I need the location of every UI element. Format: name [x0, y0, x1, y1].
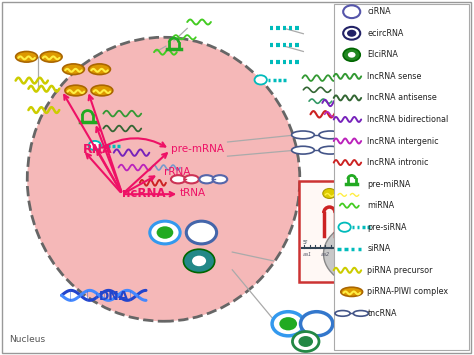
Circle shape	[343, 27, 360, 40]
Text: Cytoplasm: Cytoplasm	[393, 335, 441, 344]
Text: 5': 5'	[302, 240, 308, 245]
Text: lncRNA intronic: lncRNA intronic	[367, 158, 429, 167]
Ellipse shape	[319, 131, 342, 139]
Circle shape	[150, 221, 180, 244]
Ellipse shape	[40, 51, 62, 62]
Ellipse shape	[292, 146, 314, 154]
Text: lncRNA sense: lncRNA sense	[367, 72, 422, 81]
Ellipse shape	[184, 175, 199, 184]
Text: aa5: aa5	[374, 252, 384, 257]
Text: pre-siRNA: pre-siRNA	[367, 223, 407, 232]
Circle shape	[186, 221, 217, 244]
Circle shape	[292, 332, 319, 351]
Text: DNA: DNA	[99, 290, 129, 303]
Text: siRNA: siRNA	[367, 244, 391, 253]
Circle shape	[323, 189, 336, 198]
Circle shape	[338, 223, 351, 232]
Text: aa4: aa4	[356, 252, 366, 257]
Circle shape	[279, 317, 297, 331]
Text: piRNA-PIWI complex: piRNA-PIWI complex	[367, 287, 448, 296]
Ellipse shape	[89, 64, 110, 75]
Ellipse shape	[171, 175, 185, 184]
Ellipse shape	[341, 287, 363, 296]
Text: lncRNA intergenic: lncRNA intergenic	[367, 137, 439, 146]
Circle shape	[343, 48, 360, 61]
Ellipse shape	[323, 221, 411, 287]
Circle shape	[272, 312, 304, 336]
Text: piRNA precursor: piRNA precursor	[367, 266, 433, 275]
Circle shape	[336, 189, 349, 198]
Circle shape	[89, 141, 101, 150]
Circle shape	[156, 226, 173, 239]
Text: aa2: aa2	[320, 252, 330, 257]
Text: EIciRNA: EIciRNA	[367, 50, 398, 59]
Text: ncRNA: ncRNA	[122, 187, 166, 200]
Text: tncRNA: tncRNA	[367, 309, 397, 318]
Ellipse shape	[292, 131, 314, 139]
Text: miRNA: miRNA	[367, 201, 394, 210]
Ellipse shape	[27, 37, 300, 321]
Text: pre-mRNA: pre-mRNA	[171, 144, 224, 154]
Bar	[299, 181, 421, 282]
Bar	[334, 4, 469, 350]
Ellipse shape	[213, 175, 227, 184]
Text: Nucleus: Nucleus	[9, 335, 46, 344]
Text: aa1: aa1	[302, 252, 312, 257]
Text: pre-miRNA: pre-miRNA	[367, 180, 411, 189]
Circle shape	[301, 312, 333, 336]
Text: tRNA: tRNA	[180, 189, 206, 198]
Circle shape	[347, 30, 356, 37]
Text: ciRNA: ciRNA	[367, 7, 391, 16]
Ellipse shape	[63, 64, 84, 75]
Text: aa3: aa3	[338, 252, 348, 257]
Text: ecircRNA: ecircRNA	[367, 29, 404, 38]
Circle shape	[183, 249, 215, 273]
Ellipse shape	[16, 51, 37, 62]
Ellipse shape	[91, 85, 113, 96]
Text: lncRNA antisense: lncRNA antisense	[367, 93, 437, 102]
Text: lncRNA bidirectional: lncRNA bidirectional	[367, 115, 448, 124]
Text: 3': 3'	[415, 240, 421, 245]
Circle shape	[255, 75, 267, 84]
Circle shape	[299, 336, 313, 347]
Text: rRNA: rRNA	[164, 167, 191, 177]
Text: RNA: RNA	[83, 143, 112, 155]
Ellipse shape	[200, 175, 214, 184]
Text: aa6: aa6	[392, 252, 402, 257]
Ellipse shape	[353, 311, 368, 316]
Circle shape	[192, 256, 206, 266]
Ellipse shape	[65, 85, 87, 96]
Ellipse shape	[335, 311, 350, 316]
Circle shape	[343, 5, 360, 18]
Circle shape	[348, 189, 361, 198]
Circle shape	[348, 52, 356, 58]
Ellipse shape	[319, 146, 342, 154]
